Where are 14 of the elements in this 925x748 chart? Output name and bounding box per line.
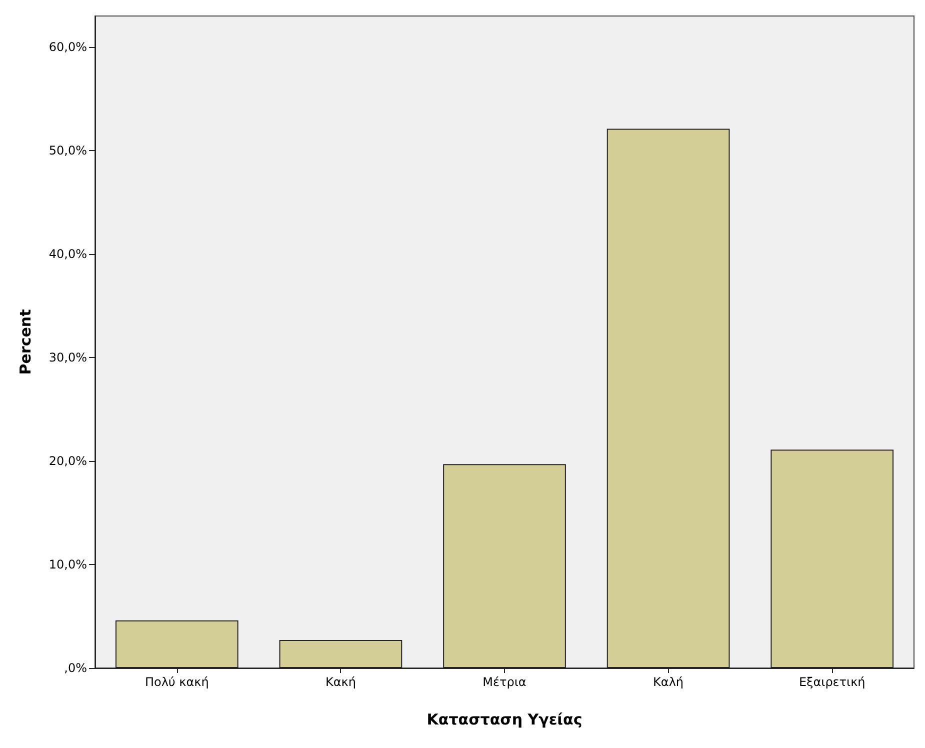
x-tick-label: Μέτρια [482, 675, 526, 689]
y-tick-label: 20,0% [48, 454, 87, 468]
y-tick-label: 40,0% [48, 247, 87, 262]
y-tick-label: 30,0% [48, 350, 87, 365]
y-tick-label: 10,0% [48, 558, 87, 572]
x-tick-label: Πολύ κακή [144, 675, 209, 689]
x-axis-title: Κατασταση Υγείας [426, 710, 582, 728]
y-tick-label: 50,0% [48, 144, 87, 158]
x-tick-label: Κακή [325, 675, 356, 689]
y-tick-label: 60,0% [48, 40, 87, 54]
y-tick-label: ,0% [64, 661, 87, 675]
y-axis-title: Percent [16, 309, 34, 375]
x-tick-label: Καλή [653, 675, 684, 689]
x-tick-label: Εξαιρετική [798, 675, 866, 689]
